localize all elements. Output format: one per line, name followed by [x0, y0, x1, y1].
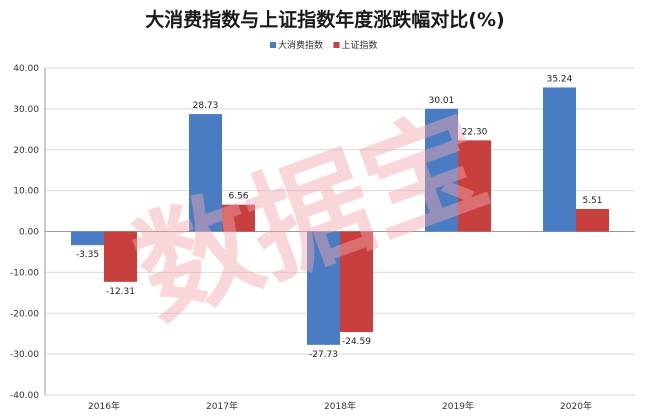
y-tick-label: 0.00 — [19, 228, 39, 238]
y-tick-label: -40.00 — [10, 391, 39, 401]
data-label: 6.56 — [228, 192, 248, 202]
data-label: 35.24 — [547, 74, 573, 84]
bar-shanghai-index — [104, 231, 137, 282]
x-tick-label: 2017年 — [206, 400, 238, 412]
legend-swatch — [333, 42, 340, 48]
data-label: -27.73 — [309, 350, 338, 360]
bar-consumer-index — [543, 87, 576, 232]
data-label: 28.73 — [193, 101, 219, 111]
labels-layer: 40.00 30.00 20.00 10.00 0.00 -10.00 -20.00 -30.… — [10, 64, 603, 412]
data-label: -12.31 — [106, 287, 135, 297]
x-tick-label: 2016年 — [88, 400, 120, 412]
data-label: 30.01 — [429, 96, 455, 106]
chart-title: 大消费指数与上证指数年度涨跌幅对比(%) — [145, 8, 504, 31]
y-tick-label: -30.00 — [10, 350, 39, 360]
y-tick-label: 30.00 — [13, 105, 39, 115]
y-tick-label: 10.00 — [13, 187, 39, 197]
bar-shanghai-index — [222, 204, 255, 232]
y-tick-label: -20.00 — [10, 309, 39, 319]
x-tick-label: 2018年 — [324, 400, 356, 412]
x-tick-label: 2019年 — [442, 400, 474, 412]
legend-label: 大消费指数 — [278, 39, 323, 51]
data-label: -3.35 — [76, 250, 99, 260]
bar-shanghai-index — [458, 140, 491, 232]
bar-shanghai-index — [576, 208, 609, 232]
x-tick-label: 2020年 — [560, 400, 592, 412]
data-label: 22.30 — [462, 127, 488, 137]
data-label: 5.51 — [582, 196, 602, 206]
data-label: -24.59 — [342, 337, 371, 347]
legend-swatch — [270, 42, 276, 48]
bar-consumer-index — [307, 231, 340, 345]
y-tick-label: -10.00 — [10, 268, 39, 278]
legend-label: 上证指数 — [342, 39, 378, 51]
bar-consumer-index — [71, 231, 104, 246]
legend: 大消费指数 上证指数 — [270, 39, 378, 51]
y-tick-label: 20.00 — [13, 146, 39, 156]
bar-consumer-index — [425, 108, 458, 232]
bars-layer — [71, 87, 609, 345]
y-tick-label: 40.00 — [13, 64, 39, 74]
bar-shanghai-index — [340, 231, 373, 333]
bar-consumer-index — [189, 114, 222, 232]
